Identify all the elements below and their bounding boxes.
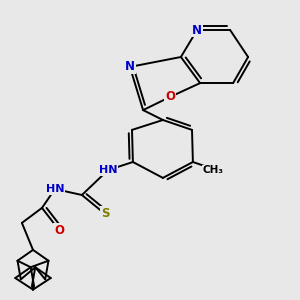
- Text: S: S: [101, 207, 109, 220]
- Text: N: N: [192, 23, 202, 37]
- Text: HN: HN: [99, 165, 117, 175]
- Text: HN: HN: [46, 184, 64, 194]
- Text: O: O: [54, 224, 64, 237]
- Text: O: O: [165, 90, 175, 104]
- Text: N: N: [125, 60, 135, 74]
- Text: CH₃: CH₃: [202, 165, 224, 176]
